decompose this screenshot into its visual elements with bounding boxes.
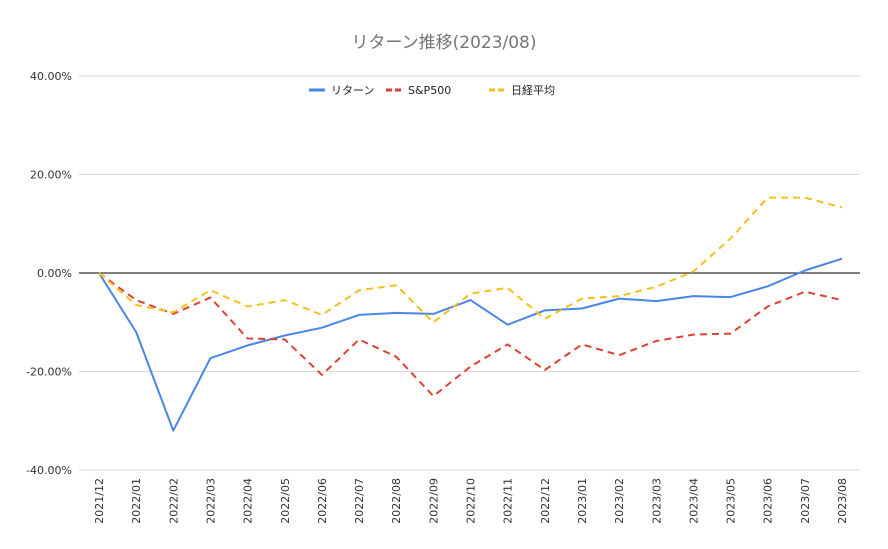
y-tick-label: -20.00% xyxy=(26,366,72,379)
y-tick-label: 0.00% xyxy=(37,267,72,280)
gridlines xyxy=(79,75,860,471)
x-tick-label: 2022/12 xyxy=(539,478,552,524)
x-tick-label: 2023/05 xyxy=(725,478,738,524)
x-axis-ticks: 2021/12 2022/01 2022/02 2022/03 2022/04 2022/… xyxy=(93,478,849,524)
x-tick-label: 2023/03 xyxy=(650,478,663,524)
x-tick-label: 2022/01 xyxy=(130,478,143,524)
x-tick-label: 2022/06 xyxy=(316,478,329,524)
x-tick-label: 2021/12 xyxy=(93,478,106,524)
x-tick-label: 2022/03 xyxy=(204,478,217,524)
x-tick-label: 2022/07 xyxy=(353,478,366,524)
x-tick-label: 2022/11 xyxy=(502,478,515,524)
x-tick-label: 2022/09 xyxy=(427,478,440,524)
legend-label: リターン xyxy=(331,84,374,97)
series-line-1 xyxy=(98,272,843,398)
y-tick-label: 20.00% xyxy=(30,169,72,182)
chart-title: リターン推移(2023/08) xyxy=(351,33,536,53)
x-tick-label: 2023/02 xyxy=(613,478,626,524)
x-tick-label: 2022/05 xyxy=(279,478,292,524)
legend: リターン S&P500 日経平均 xyxy=(309,84,555,97)
x-tick-label: 2023/01 xyxy=(576,478,589,524)
series-lines xyxy=(98,196,843,432)
series-line-0 xyxy=(98,257,843,432)
y-tick-label: 40.00% xyxy=(30,70,72,83)
x-tick-label: 2022/04 xyxy=(242,478,255,524)
x-tick-label: 2023/07 xyxy=(799,478,812,524)
legend-label: 日経平均 xyxy=(511,84,555,97)
x-tick-label: 2023/06 xyxy=(762,478,775,524)
x-tick-label: 2023/04 xyxy=(687,478,700,524)
series-line-2 xyxy=(98,196,843,324)
legend-label: S&P500 xyxy=(408,84,451,97)
x-tick-label: 2022/02 xyxy=(167,478,180,524)
y-axis-ticks: 40.00% 20.00% 0.00% -20.00% -40.00% xyxy=(26,70,72,477)
x-tick-label: 2023/08 xyxy=(836,478,849,524)
y-tick-label: -40.00% xyxy=(26,464,72,477)
x-tick-label: 2022/08 xyxy=(390,478,403,524)
x-tick-label: 2022/10 xyxy=(465,478,478,524)
